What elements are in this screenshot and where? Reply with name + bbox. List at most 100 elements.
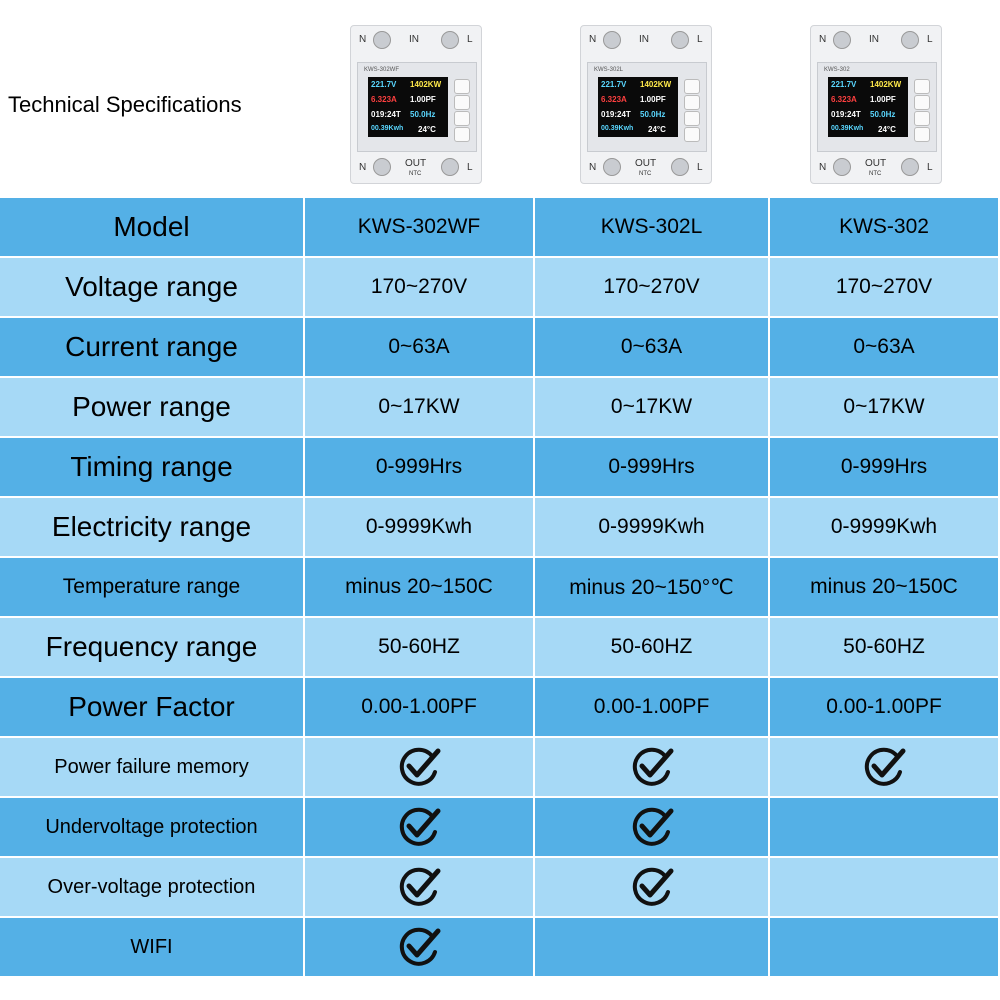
row-label: Voltage range <box>0 258 305 318</box>
terminal-label: N <box>589 34 597 45</box>
table-cell <box>305 918 535 978</box>
check-icon <box>399 867 441 906</box>
button <box>454 95 470 110</box>
row-label: Undervoltage protection <box>0 798 305 858</box>
table-row: Voltage range 170~270V 170~270V 170~270V <box>0 258 1000 318</box>
check-icon <box>632 867 673 906</box>
spec-table: Model KWS-302WF KWS-302L KWS-302 Voltage ran… <box>0 198 1000 978</box>
display-reading: 24°C <box>648 125 666 134</box>
display-reading: 221.7V <box>831 80 857 89</box>
display-reading: 1402KW <box>410 80 442 89</box>
table-cell: minus 20~150C <box>770 558 1000 618</box>
display: 221.7V 1402KW 6.323A 1.00PF 019:24T 50.0Hz 00.… <box>368 77 448 137</box>
check-icon <box>864 747 906 786</box>
table-cell: 0~63A <box>535 318 770 378</box>
table-cell: 50-60HZ <box>535 618 770 678</box>
display: 221.7V 1402KW 6.323A 1.00PF 019:24T 50.0Hz 00.… <box>598 77 678 137</box>
display-reading: 221.7V <box>601 80 627 89</box>
check-icon <box>632 807 673 846</box>
terminal-label: IN <box>869 34 879 45</box>
row-label: Timing range <box>0 438 305 498</box>
table-cell: 0~17KW <box>770 378 1000 438</box>
check-icon <box>632 747 673 786</box>
table-row: Over-voltage protection <box>0 858 1000 918</box>
terminal-label: IN <box>409 34 419 45</box>
table-cell: 0-999Hrs <box>770 438 1000 498</box>
table-row: Power Factor 0.00-1.00PF 0.00-1.00PF 0.00-1… <box>0 678 1000 738</box>
table-cell: 0-9999Kwh <box>305 498 535 558</box>
display-reading: 221.7V <box>371 80 397 89</box>
table-cell: 170~270V <box>770 258 1000 318</box>
table-cell <box>770 858 1000 918</box>
button <box>914 79 930 94</box>
front-panel: KWS-302L 221.7V 1402KW 6.323A 1.00PF 019:24T 5… <box>587 62 707 152</box>
screw <box>901 31 919 49</box>
row-label: Frequency range <box>0 618 305 678</box>
table-cell <box>535 858 770 918</box>
device: N IN L KWS-302 221.7V 1402KW 6.323A 1.00PF 019:2… <box>810 25 942 184</box>
table-cell: 0~63A <box>305 318 535 378</box>
terminal-label: NTC <box>409 171 422 177</box>
table-row: WIFI <box>0 918 1000 978</box>
row-label: Electricity range <box>0 498 305 558</box>
table-cell: KWS-302WF <box>305 198 535 258</box>
button <box>914 111 930 126</box>
display-reading: 1.00PF <box>410 95 436 104</box>
terminal-label: OUT <box>865 158 887 169</box>
table-cell: 170~270V <box>535 258 770 318</box>
front-panel: KWS-302 221.7V 1402KW 6.323A 1.00PF 019:24T 50… <box>817 62 937 152</box>
display-reading: 1402KW <box>640 80 672 89</box>
terminal-label: L <box>467 162 473 173</box>
table-cell: 0-9999Kwh <box>535 498 770 558</box>
row-label: Over-voltage protection <box>0 858 305 918</box>
table-cell <box>305 798 535 858</box>
table-row: Current range 0~63A 0~63A 0~63A <box>0 318 1000 378</box>
button <box>454 127 470 142</box>
terminal-label: NTC <box>639 171 652 177</box>
table-cell: 0~17KW <box>305 378 535 438</box>
table-cell <box>305 858 535 918</box>
screw <box>441 158 459 176</box>
table-cell: 170~270V <box>305 258 535 318</box>
check-icon <box>399 747 441 786</box>
table-cell <box>535 798 770 858</box>
table-cell <box>305 738 535 798</box>
model-label: KWS-302 <box>824 67 850 73</box>
screw <box>603 31 621 49</box>
screw <box>671 31 689 49</box>
device: N IN L KWS-302WF 221.7V 1402KW 6.323A 1.00PF 019… <box>350 25 482 184</box>
terminal-label: L <box>467 34 473 45</box>
display-reading: 00.39Kwh <box>601 125 634 132</box>
display-reading: 6.323A <box>371 95 397 104</box>
row-label: Power Factor <box>0 678 305 738</box>
button <box>914 127 930 142</box>
table-cell <box>770 798 1000 858</box>
display-reading: 24°C <box>878 125 896 134</box>
model-label: KWS-302WF <box>364 67 400 73</box>
table-cell: 0-999Hrs <box>535 438 770 498</box>
device: N IN L KWS-302L 221.7V 1402KW 6.323A 1.00PF 019:… <box>580 25 712 184</box>
table-row: Temperature range minus 20~150C minus 20~1… <box>0 558 1000 618</box>
display-reading: 019:24T <box>371 110 401 119</box>
table-row: Undervoltage protection <box>0 798 1000 858</box>
row-label: Power range <box>0 378 305 438</box>
terminal-label: IN <box>639 34 649 45</box>
row-label: Power failure memory <box>0 738 305 798</box>
table-cell <box>770 918 1000 978</box>
button <box>684 95 700 110</box>
table-cell: 0-9999Kwh <box>770 498 1000 558</box>
table-cell: 0.00-1.00PF <box>770 678 1000 738</box>
button <box>684 127 700 142</box>
screw <box>671 158 689 176</box>
display-reading: 019:24T <box>601 110 631 119</box>
front-panel: KWS-302WF 221.7V 1402KW 6.323A 1.00PF 019:24T… <box>357 62 477 152</box>
terminal-label: N <box>589 162 597 173</box>
screw <box>441 31 459 49</box>
table-cell: KWS-302 <box>770 198 1000 258</box>
row-label: Current range <box>0 318 305 378</box>
display-reading: 00.39Kwh <box>831 125 864 132</box>
row-label: WIFI <box>0 918 305 978</box>
terminal-label: OUT <box>635 158 657 169</box>
check-icon <box>399 927 441 966</box>
